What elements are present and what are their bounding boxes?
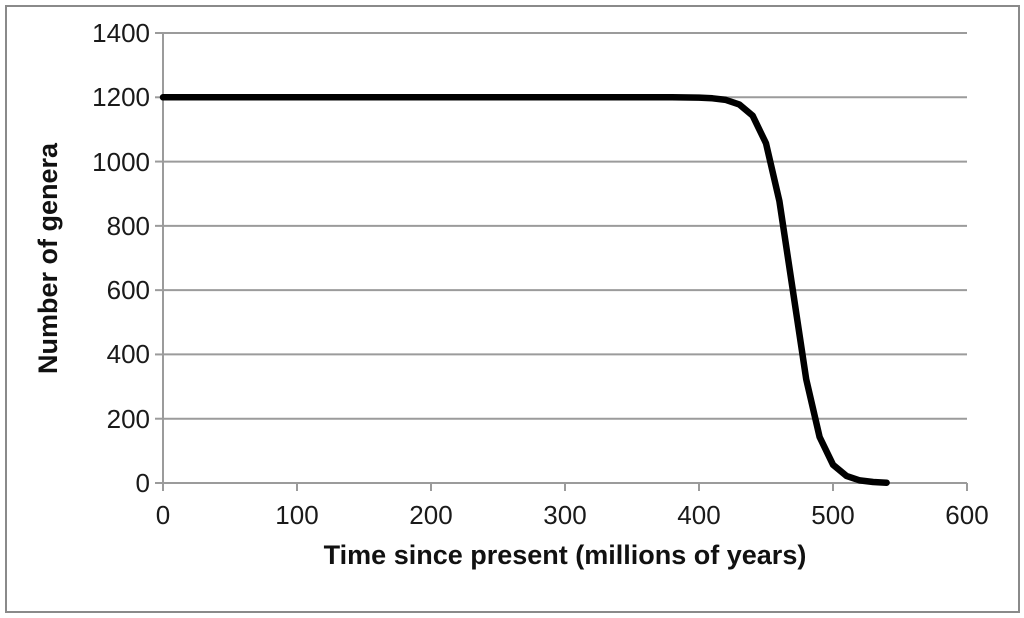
y-tick-label: 0 [135,468,150,498]
y-tick-label: 600 [106,275,150,305]
y-tick-label: 800 [106,211,150,241]
x-tick-label: 100 [275,500,319,530]
x-tick-label: 400 [677,500,721,530]
x-tick-label: 600 [945,500,989,530]
x-axis-title: Time since present (millions of years) [323,540,807,570]
y-tick-label: 1000 [92,147,150,177]
x-tick-label: 500 [811,500,855,530]
x-tick-label: 300 [543,500,587,530]
y-tick-label: 1200 [92,82,150,112]
x-tick-label: 200 [409,500,453,530]
y-tick-label: 400 [106,339,150,369]
y-tick-label: 200 [106,404,150,434]
y-tick-label: 1400 [92,18,150,48]
y-axis-title: Number of genera [33,142,63,374]
x-tick-label: 0 [155,500,171,530]
data-series-line [159,94,890,486]
